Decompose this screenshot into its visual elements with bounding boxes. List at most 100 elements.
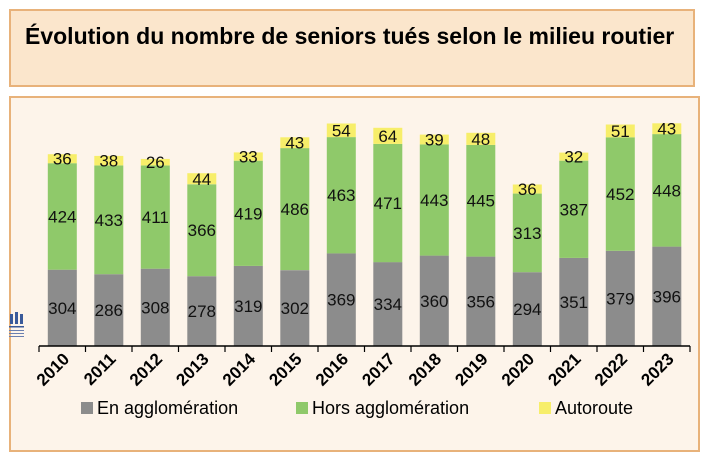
data-label-hors-agglomeration-2013: 366: [188, 221, 216, 240]
bar-agglomeration-2018: [419, 255, 449, 346]
bar-agglomeration-2017: [373, 262, 403, 346]
bar-hors-agglomeration-2010: [47, 163, 77, 270]
x-tick-label-2019: 2019: [451, 349, 491, 389]
title-box: Évolution du nombre de seniors tués selo…: [9, 9, 695, 87]
data-label-autoroute-2010: 36: [53, 150, 72, 169]
data-label-agglomeration-2023: 396: [653, 287, 681, 306]
data-label-hors-agglomeration-2016: 463: [327, 186, 355, 205]
bar-agglomeration-2019: [466, 256, 496, 346]
chart-title: Évolution du nombre de seniors tués selo…: [25, 23, 675, 49]
bar-agglomeration-2023: [652, 246, 682, 346]
data-label-autoroute-2020: 36: [518, 180, 537, 199]
data-label-hors-agglomeration-2023: 448: [653, 181, 681, 200]
data-label-hors-agglomeration-2018: 443: [420, 191, 448, 210]
bar-agglomeration-2014: [233, 265, 263, 346]
data-label-hors-agglomeration-2015: 486: [281, 200, 309, 219]
data-label-hors-agglomeration-2011: 433: [95, 211, 123, 230]
bar-agglomeration-2010: [47, 269, 77, 346]
data-label-hors-agglomeration-2022: 452: [606, 185, 634, 204]
bar-hors-agglomeration-2016: [326, 137, 356, 254]
data-label-agglomeration-2020: 294: [513, 300, 541, 319]
bar-agglomeration-2021: [559, 257, 589, 346]
data-label-hors-agglomeration-2010: 424: [48, 207, 76, 226]
bar-hors-agglomeration-2023: [652, 134, 682, 247]
bar-hors-agglomeration-2012: [140, 165, 170, 269]
data-label-autoroute-2023: 43: [657, 120, 676, 139]
data-label-autoroute-2014: 33: [239, 148, 258, 167]
bar-autoroute-2019: [466, 132, 496, 145]
data-label-hors-agglomeration-2021: 387: [560, 200, 588, 219]
bar-hors-agglomeration-2017: [373, 143, 403, 263]
x-tick-label-2013: 2013: [172, 349, 212, 389]
data-label-agglomeration-2018: 360: [420, 292, 448, 311]
bar-autoroute-2012: [140, 158, 170, 166]
legend-swatch-agglomeration: [81, 402, 93, 414]
bar-autoroute-2020: [512, 184, 542, 194]
data-label-hors-agglomeration-2020: 313: [513, 224, 541, 243]
bar-agglomeration-2020: [512, 272, 542, 346]
data-label-agglomeration-2012: 308: [141, 298, 169, 317]
bar-autoroute-2010: [47, 154, 77, 164]
data-label-autoroute-2012: 26: [146, 153, 165, 172]
bar-autoroute-2013: [187, 173, 217, 185]
bar-hors-agglomeration-2018: [419, 144, 449, 256]
x-tick-label-2012: 2012: [126, 349, 166, 389]
data-label-hors-agglomeration-2019: 445: [467, 192, 495, 211]
x-tick-label-2023: 2023: [637, 349, 677, 389]
data-label-agglomeration-2011: 286: [95, 301, 123, 320]
x-tick-label-2014: 2014: [219, 349, 260, 390]
bar-autoroute-2011: [94, 155, 124, 166]
bar-hors-agglomeration-2020: [512, 193, 542, 273]
data-label-agglomeration-2019: 356: [467, 292, 495, 311]
x-tick-label-2020: 2020: [498, 349, 538, 389]
legend-swatch-autoroute: [539, 402, 551, 414]
data-label-autoroute-2019: 48: [471, 130, 490, 149]
legend-label-hors-agglomeration: Hors agglomération: [312, 398, 469, 418]
x-tick-label-2018: 2018: [405, 349, 445, 389]
bar-hors-agglomeration-2019: [466, 144, 496, 257]
data-label-autoroute-2013: 44: [192, 170, 211, 189]
data-label-agglomeration-2014: 319: [234, 297, 262, 316]
x-tick-label-2015: 2015: [265, 349, 305, 389]
bar-agglomeration-2012: [140, 268, 170, 346]
data-label-autoroute-2017: 64: [378, 127, 397, 146]
data-label-agglomeration-2017: 334: [374, 295, 402, 314]
x-tick-label-2022: 2022: [591, 349, 631, 389]
bar-autoroute-2021: [559, 152, 589, 161]
stacked-bar-chart: 304 424 36 286 433 38 308 411 26 278 366 44 319 419 33…: [33, 120, 691, 418]
chart-panel: 304 424 36 286 433 38 308 411 26 278 366 44 319 419 33…: [9, 96, 700, 452]
bar-hors-agglomeration-2022: [605, 137, 635, 251]
data-label-agglomeration-2015: 302: [281, 299, 309, 318]
bar-autoroute-2023: [652, 123, 682, 135]
data-label-autoroute-2011: 38: [99, 152, 118, 171]
data-label-hors-agglomeration-2012: 411: [142, 208, 169, 227]
legend-label-agglomeration: En agglomération: [97, 398, 238, 418]
data-label-hors-agglomeration-2014: 419: [234, 204, 262, 223]
data-label-agglomeration-2016: 369: [327, 291, 355, 310]
bar-hors-agglomeration-2013: [187, 184, 217, 277]
institution-logo-icon: [9, 312, 24, 337]
bar-autoroute-2014: [233, 152, 263, 161]
data-label-agglomeration-2021: 351: [560, 293, 588, 312]
data-label-hors-agglomeration-2017: 471: [374, 194, 402, 213]
bar-agglomeration-2011: [94, 274, 124, 346]
bar-autoroute-2015: [280, 137, 310, 149]
x-tick-label-2010: 2010: [33, 349, 73, 389]
legend-swatch-hors-agglomeration: [296, 402, 308, 414]
bar-autoroute-2017: [373, 127, 403, 144]
bar-agglomeration-2022: [605, 250, 635, 346]
data-label-autoroute-2021: 32: [564, 148, 583, 167]
bar-autoroute-2022: [605, 124, 635, 138]
bar-hors-agglomeration-2015: [280, 148, 310, 271]
bar-hors-agglomeration-2011: [94, 165, 124, 275]
x-tick-label-2011: 2011: [80, 349, 120, 389]
data-label-agglomeration-2013: 278: [188, 302, 216, 321]
bar-agglomeration-2013: [187, 276, 217, 346]
bar-hors-agglomeration-2014: [233, 160, 263, 266]
x-tick-label-2021: 2021: [544, 349, 584, 389]
data-label-autoroute-2016: 54: [332, 121, 351, 140]
data-label-autoroute-2015: 43: [285, 134, 304, 153]
bar-autoroute-2018: [419, 134, 449, 145]
bar-hors-agglomeration-2021: [559, 160, 589, 258]
x-tick-label-2017: 2017: [358, 349, 398, 389]
